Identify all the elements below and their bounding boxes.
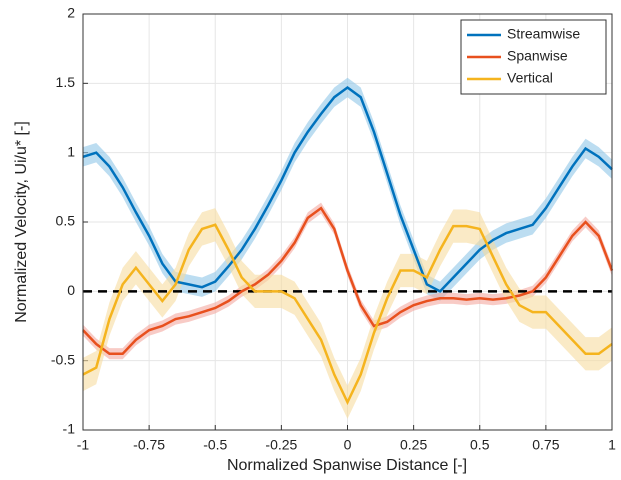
x-tick-label: -0.25 xyxy=(265,437,297,453)
plot-frame xyxy=(82,13,613,431)
y-tick-label: 1.5 xyxy=(56,74,76,90)
y-tick-label: 1 xyxy=(67,143,75,159)
x-axis-label: Normalized Spanwise Distance [-] xyxy=(227,457,467,474)
y-tick-label: 0 xyxy=(67,282,75,298)
x-tick-label: 0 xyxy=(344,437,352,453)
series-line xyxy=(82,206,614,355)
legend-label: Spanwise xyxy=(507,48,568,64)
y-tick-label: -0.5 xyxy=(51,351,75,367)
x-tick-label: 0.5 xyxy=(470,437,490,453)
x-tick-label: 0.75 xyxy=(532,437,559,453)
y-tick-label: 0.5 xyxy=(56,213,76,229)
series-line xyxy=(82,85,613,293)
y-tick-label: -1 xyxy=(63,421,76,437)
series-line xyxy=(82,223,613,406)
x-tick-label: -0.75 xyxy=(133,437,165,453)
uncertainty-band xyxy=(83,202,612,360)
legend: Streamwise Spanwise Vertical xyxy=(460,19,607,95)
x-tick-label: -1 xyxy=(77,437,90,453)
x-tick-label: -0.5 xyxy=(203,437,227,453)
legend-label: Vertical xyxy=(507,70,553,86)
legend-label: Streamwise xyxy=(507,26,580,42)
y-axis-label: Normalized Velocity, Ui/u* [-] xyxy=(13,121,30,323)
x-tick-label: 1 xyxy=(608,437,616,453)
x-tick-label: 0.25 xyxy=(400,437,427,453)
y-tick-label: 2 xyxy=(67,5,75,21)
